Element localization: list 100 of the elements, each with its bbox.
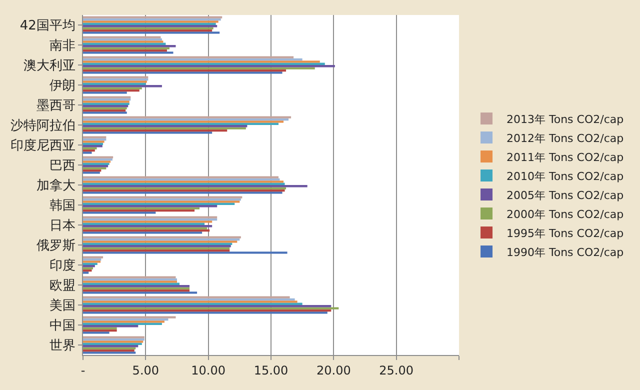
- bar: [83, 60, 320, 63]
- bar: [83, 242, 232, 245]
- bar: [83, 320, 164, 323]
- legend-label: 2010年 Tons CO2/cap: [506, 170, 624, 183]
- bar: [83, 122, 279, 125]
- bar: [83, 20, 218, 23]
- x-tick-label: 10.00: [191, 363, 226, 378]
- bar: [83, 249, 230, 252]
- bar: [83, 136, 106, 138]
- bar: [83, 138, 106, 141]
- bar: [83, 316, 176, 318]
- bar: [83, 145, 102, 148]
- bar: [83, 85, 162, 88]
- bar: [83, 92, 127, 94]
- bar: [83, 209, 195, 212]
- bar: [83, 29, 212, 32]
- legend-label: 2000年 Tons CO2/cap: [506, 208, 624, 221]
- y-tick-label: 韩国: [49, 198, 76, 214]
- y-tick-label: 42国平均: [20, 18, 76, 34]
- legend-label: 2005年 Tons CO2/cap: [506, 188, 624, 202]
- bar: [83, 327, 117, 330]
- bar: [83, 207, 200, 210]
- x-tick-label: 20.00: [316, 363, 351, 378]
- bar: [83, 262, 98, 265]
- bar: [83, 258, 102, 261]
- bar: [83, 269, 92, 272]
- bar: [83, 345, 138, 348]
- y-tick-label: 伊朗: [49, 78, 76, 94]
- y-tick-label: 俄罗斯: [36, 238, 76, 254]
- bar: [83, 149, 95, 152]
- bar: [83, 222, 205, 225]
- legend-label: 2013年 Tons CO2/cap: [506, 112, 624, 126]
- bar: [83, 307, 339, 310]
- bar: [83, 169, 102, 172]
- bar: [83, 25, 218, 28]
- bar: [83, 318, 168, 321]
- bar: [83, 16, 222, 18]
- y-tick-label: 加拿大: [36, 178, 76, 194]
- bar: [83, 40, 164, 43]
- y-tick-label: 巴西: [49, 158, 76, 174]
- bar: [83, 47, 170, 50]
- bar: [83, 18, 221, 21]
- bar: [83, 120, 284, 123]
- bar: [83, 178, 280, 181]
- y-tick-label: 日本: [49, 218, 76, 234]
- bar: [83, 200, 240, 203]
- y-tick-label: 澳大利亚: [23, 58, 76, 74]
- bar: [83, 220, 212, 223]
- bar: [83, 280, 177, 283]
- bar: [83, 78, 148, 81]
- bar: [83, 42, 166, 45]
- bar: [83, 112, 127, 114]
- bar: [83, 187, 286, 190]
- bar: [83, 332, 110, 334]
- bar: [83, 296, 290, 298]
- bar: [83, 298, 295, 301]
- y-tick-label: 印度尼西亚: [10, 138, 76, 154]
- bar: [83, 278, 177, 281]
- bar: [83, 87, 142, 90]
- bar: [83, 305, 332, 308]
- x-tick-label: 15.00: [254, 363, 288, 378]
- y-tick-label: 美国: [49, 298, 76, 314]
- bar: [83, 172, 100, 174]
- bar: [83, 58, 302, 61]
- bar: [83, 156, 114, 158]
- bar: [83, 98, 131, 101]
- bar: [83, 252, 288, 254]
- y-tick-label: 世界: [49, 338, 76, 354]
- bar: [83, 349, 134, 352]
- y-tick-label: 欧盟: [49, 278, 76, 294]
- bar: [83, 116, 292, 118]
- bar: [83, 147, 97, 150]
- bar: [83, 272, 89, 274]
- bar: [83, 238, 240, 241]
- bar: [83, 152, 92, 154]
- bar: [83, 322, 162, 325]
- bar: [83, 202, 235, 205]
- x-tick-label: -: [80, 363, 86, 378]
- bar: [83, 185, 308, 188]
- bar: [83, 69, 286, 72]
- bar: [83, 256, 104, 258]
- y-tick-label: 印度: [49, 258, 76, 274]
- bar: [83, 227, 208, 230]
- bar: [83, 225, 212, 228]
- legend-label: 2011年 Tons CO2/cap: [506, 150, 624, 164]
- bar: [83, 218, 218, 221]
- bar: [83, 56, 294, 58]
- bar: [83, 89, 140, 92]
- bar: [83, 196, 242, 198]
- bar: [83, 118, 289, 121]
- bar: [83, 216, 218, 218]
- bar: [83, 192, 282, 194]
- bar: [83, 212, 156, 214]
- bar: [83, 289, 190, 292]
- bar: [83, 45, 176, 48]
- bar: [83, 260, 101, 263]
- bar: [83, 189, 285, 192]
- bar: [83, 129, 228, 132]
- bar: [83, 67, 315, 70]
- bar: [83, 96, 131, 98]
